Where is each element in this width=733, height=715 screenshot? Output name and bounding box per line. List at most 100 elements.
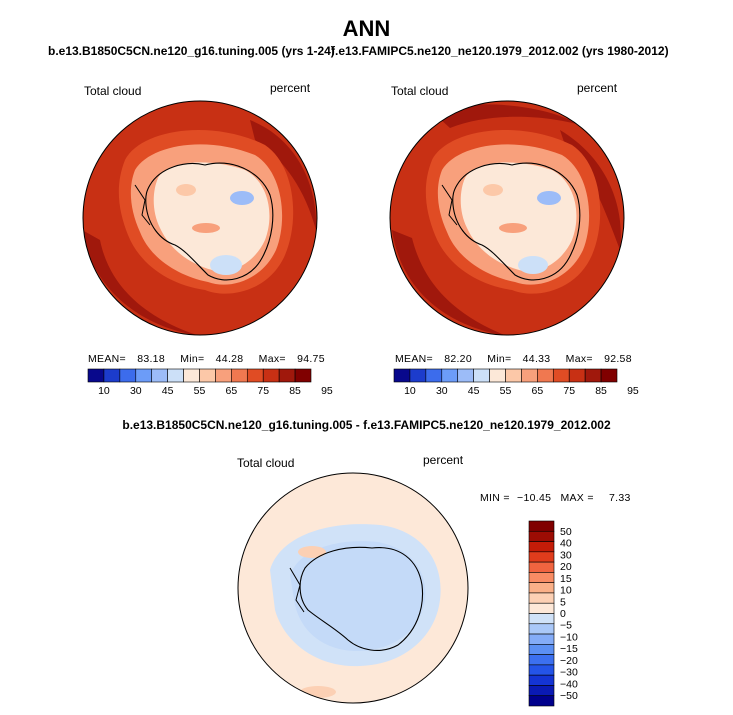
map1-dark-region-west: [83, 230, 200, 335]
colorbar3-tick-label: −15: [560, 643, 578, 655]
panel1-max-value: 94.75: [297, 353, 325, 365]
colorbar3-tick-label: −20: [560, 655, 578, 667]
colorbar3-swatch: [528, 592, 555, 604]
map3-peninsula: [289, 567, 305, 613]
map3-positive-patch-south: [300, 686, 336, 698]
colorbar3-swatch: [528, 695, 555, 707]
map1-mid-patch: [176, 184, 196, 196]
colorbar3-swatch: [528, 602, 555, 614]
colorbar1-swatch: [183, 368, 200, 383]
map3-coastline: [299, 546, 424, 651]
map2-border: [389, 100, 625, 336]
colorbar3-swatch: [528, 633, 555, 645]
colorbar1-tick-label: 55: [194, 385, 206, 397]
panel2-stats: MEAN= 82.20 Min= 44.33 Max= 92.58: [395, 353, 632, 365]
map1-peninsula: [134, 184, 151, 226]
colorbar3-swatch: [528, 561, 555, 573]
colorbar2-swatch: [457, 368, 474, 383]
panel2-units-label: percent: [577, 81, 618, 95]
colorbar2-swatch: [505, 368, 522, 383]
colorbar2-tick-label: 75: [563, 385, 575, 397]
colorbar1-swatch: [135, 368, 153, 383]
colorbar2-swatch: [537, 368, 554, 383]
case2-title: f.e13.FAMIPC5.ne120_ne120.1979_2012.002 …: [331, 44, 669, 58]
colorbar2-swatch: [584, 368, 602, 383]
colorbar3-swatch: [528, 530, 555, 542]
colorbar2-swatch: [600, 368, 618, 383]
colorbar2-swatch: [473, 368, 490, 383]
map2-mid-patch: [483, 184, 503, 196]
colorbar2-swatch: [568, 368, 586, 383]
panel1-min-value: 44.28: [215, 353, 244, 365]
colorbar3-swatch: [528, 644, 555, 655]
colorbar1: 10 30 45 55 65 75 85 95: [87, 368, 333, 397]
panel2-min-label: Min=: [487, 353, 512, 365]
colorbar3-swatch: [528, 654, 555, 666]
map2-mid-band: [499, 223, 527, 233]
colorbar1-swatch: [262, 368, 280, 383]
panel2-min-value: 44.33: [522, 353, 551, 365]
panel1-min-label: Min=: [180, 353, 205, 365]
colorbar2-tick-label: 85: [595, 385, 607, 397]
colorbar3-swatch: [528, 623, 555, 635]
map2-low-cloud-south: [518, 256, 548, 274]
colorbar3-tick-label: 0: [560, 608, 566, 620]
colorbar3-tick-label: 50: [560, 526, 572, 538]
colorbar2: 10 30 45 55 65 75 85 95: [393, 368, 639, 397]
map1-low-cloud-east: [230, 191, 254, 205]
map2-peninsula: [441, 184, 458, 226]
panel3-min-label: MIN =: [480, 492, 510, 504]
colorbar3-swatch: [528, 613, 555, 625]
colorbar2-tick-label: 45: [468, 385, 480, 397]
colorbar3-swatch: [528, 520, 555, 532]
colorbar2-swatch: [521, 368, 538, 383]
panel2-variable-label: Total cloud: [391, 84, 449, 98]
colorbar2-swatch: [552, 368, 570, 383]
panel2-max-label: Max=: [565, 353, 593, 365]
map3-positive-patch-north: [298, 546, 326, 558]
map1-mid-band: [192, 223, 220, 233]
panel2-mean-label: MEAN=: [395, 353, 433, 365]
colorbar1-tick-label: 95: [321, 385, 333, 397]
colorbar3-tick-label: 10: [560, 585, 572, 597]
colorbar1-swatch: [278, 368, 296, 383]
colorbar2-swatch: [489, 368, 506, 383]
colorbar2-tick-label: 65: [532, 385, 544, 397]
map1-border: [82, 100, 318, 336]
panel3-min-value: −10.45: [517, 492, 552, 504]
map2-low-cloud-east: [537, 191, 561, 205]
colorbar2-swatch: [441, 368, 459, 383]
colorbar3-tick-label: 30: [560, 549, 572, 561]
map2: [389, 100, 625, 336]
panel1-max-label: Max=: [258, 353, 286, 365]
panel1-stats: MEAN= 83.18 Min= 44.28 Max= 94.75: [88, 353, 325, 365]
colorbar1-tick-label: 45: [162, 385, 174, 397]
colorbar1-swatch: [215, 368, 232, 383]
colorbar3-tick-label: 20: [560, 561, 572, 573]
colorbar2-swatch: [409, 368, 427, 383]
panel3-variable-label: Total cloud: [237, 456, 295, 470]
panel1-units-label: percent: [270, 81, 311, 95]
map3-border: [237, 472, 469, 704]
colorbar3-swatch: [528, 674, 555, 686]
colorbar3-tick-label: 15: [560, 573, 572, 585]
colorbar2-tick-label: 10: [404, 385, 416, 397]
map3-interior-negative: [290, 541, 426, 652]
panel1-mean-label: MEAN=: [88, 353, 126, 365]
colorbar1-swatch: [231, 368, 248, 383]
colorbar2-tick-label: 95: [627, 385, 639, 397]
map2-dark-region-north: [430, 104, 580, 128]
colorbar1-tick-label: 85: [289, 385, 301, 397]
colorbar1-swatch: [294, 368, 312, 383]
colorbar1-swatch: [167, 368, 184, 383]
difference-title: b.e13.B1850C5CN.ne120_g16.tuning.005 - f…: [122, 418, 611, 432]
colorbar1-tick-label: 65: [226, 385, 238, 397]
colorbar1-swatch: [119, 368, 137, 383]
map2-dark-region-east: [560, 130, 621, 250]
map3: [237, 472, 469, 704]
colorbar3-swatch: [528, 685, 555, 697]
colorbar1-tick-label: 30: [130, 385, 142, 397]
colorbar2-swatch: [425, 368, 443, 383]
